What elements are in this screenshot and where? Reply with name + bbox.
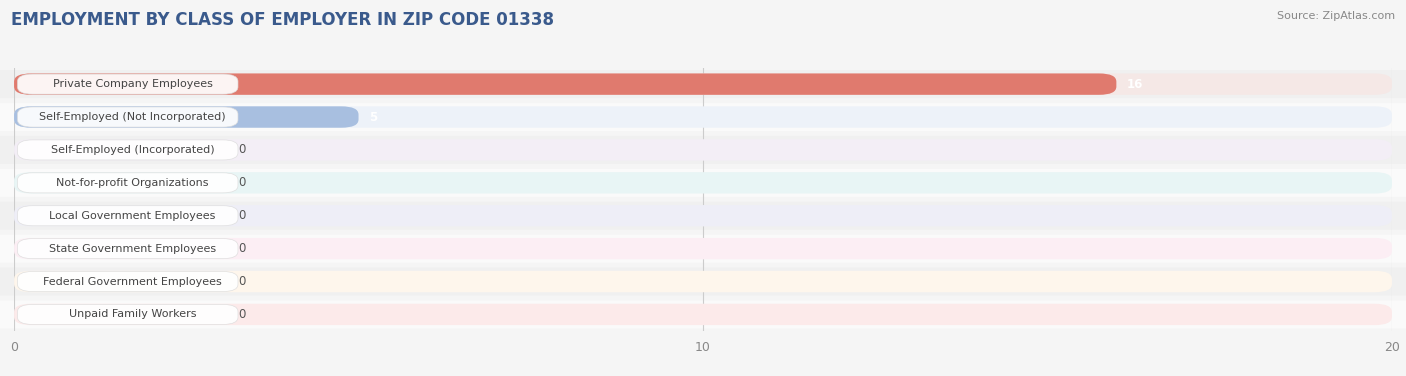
Text: Self-Employed (Not Incorporated): Self-Employed (Not Incorporated) — [39, 112, 226, 122]
FancyBboxPatch shape — [17, 239, 238, 259]
Text: 0: 0 — [238, 242, 245, 255]
Text: 16: 16 — [1126, 77, 1143, 91]
FancyBboxPatch shape — [17, 271, 238, 291]
Text: State Government Employees: State Government Employees — [49, 244, 217, 254]
Text: 0: 0 — [238, 275, 245, 288]
Text: 0: 0 — [238, 308, 245, 321]
FancyBboxPatch shape — [0, 202, 1406, 230]
FancyBboxPatch shape — [0, 70, 1406, 98]
FancyBboxPatch shape — [14, 271, 1392, 292]
FancyBboxPatch shape — [14, 73, 1116, 95]
FancyBboxPatch shape — [17, 107, 238, 127]
FancyBboxPatch shape — [14, 172, 1392, 194]
Text: Private Company Employees: Private Company Employees — [52, 79, 212, 89]
FancyBboxPatch shape — [0, 169, 1406, 197]
Text: EMPLOYMENT BY CLASS OF EMPLOYER IN ZIP CODE 01338: EMPLOYMENT BY CLASS OF EMPLOYER IN ZIP C… — [11, 11, 554, 29]
FancyBboxPatch shape — [14, 139, 1392, 161]
FancyBboxPatch shape — [17, 206, 238, 226]
FancyBboxPatch shape — [14, 106, 1392, 128]
FancyBboxPatch shape — [0, 235, 1406, 262]
FancyBboxPatch shape — [17, 305, 238, 324]
Text: Local Government Employees: Local Government Employees — [49, 211, 215, 221]
Text: Not-for-profit Organizations: Not-for-profit Organizations — [56, 178, 209, 188]
Text: 0: 0 — [238, 143, 245, 156]
FancyBboxPatch shape — [17, 173, 238, 193]
FancyBboxPatch shape — [0, 136, 1406, 164]
Text: Unpaid Family Workers: Unpaid Family Workers — [69, 309, 197, 320]
FancyBboxPatch shape — [0, 268, 1406, 296]
Text: Source: ZipAtlas.com: Source: ZipAtlas.com — [1277, 11, 1395, 21]
FancyBboxPatch shape — [17, 74, 238, 94]
FancyBboxPatch shape — [0, 300, 1406, 328]
FancyBboxPatch shape — [14, 73, 1392, 95]
FancyBboxPatch shape — [14, 205, 1392, 226]
FancyBboxPatch shape — [14, 304, 1392, 325]
Text: 0: 0 — [238, 176, 245, 190]
FancyBboxPatch shape — [14, 106, 359, 128]
FancyBboxPatch shape — [0, 103, 1406, 131]
Text: Federal Government Employees: Federal Government Employees — [44, 276, 222, 287]
FancyBboxPatch shape — [14, 238, 1392, 259]
Text: 0: 0 — [238, 209, 245, 222]
FancyBboxPatch shape — [17, 140, 238, 160]
Text: Self-Employed (Incorporated): Self-Employed (Incorporated) — [51, 145, 214, 155]
Text: 5: 5 — [368, 111, 377, 124]
